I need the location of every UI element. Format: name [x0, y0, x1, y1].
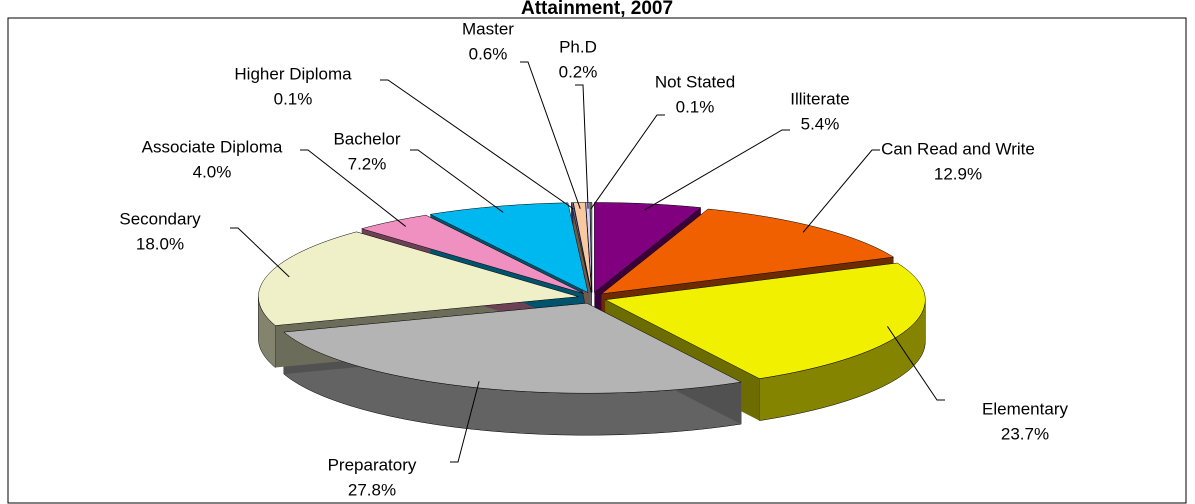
slice-value-label: 0.1%: [274, 89, 313, 108]
leader-line: [590, 114, 665, 209]
slice-label: Can Read and Write: [881, 139, 1035, 158]
leader-line: [230, 227, 290, 278]
slice: [604, 262, 926, 379]
slice: [594, 202, 702, 293]
slice-value-label: 0.1%: [676, 97, 715, 116]
slice-value-label: 0.6%: [469, 44, 508, 63]
slice: [429, 202, 589, 294]
slice-value-label: 7.2%: [348, 154, 387, 173]
slice-value-label: 18.0%: [136, 234, 184, 253]
slice: [360, 214, 584, 294]
slice-label: Elementary: [982, 399, 1068, 418]
slice-value-label: 0.2%: [559, 62, 598, 81]
leader-line: [450, 381, 480, 463]
slice-value-label: 4.0%: [193, 162, 232, 181]
slice-label: Illiterate: [790, 89, 850, 108]
leader-line: [380, 79, 574, 210]
slice-label: Higher Diploma: [234, 64, 352, 83]
slice-label: Secondary: [119, 209, 201, 228]
slice-label: Not Stated: [655, 72, 735, 91]
slice: [570, 202, 592, 293]
slice-value-label: 27.8%: [348, 480, 396, 499]
pie-tops: [258, 202, 926, 394]
slice-label: Bachelor: [333, 129, 400, 148]
slice: [283, 302, 742, 394]
slice-value-label: 12.9%: [934, 164, 982, 183]
leader-line: [410, 149, 504, 213]
leader-line: [300, 149, 407, 227]
leader-line: [802, 149, 880, 233]
slice-value-label: 23.7%: [1001, 424, 1049, 443]
data-labels: Illiterate 5.4% Can Read and Write 12.9% Ele…: [119, 19, 1068, 499]
leader-line: [520, 61, 581, 209]
slice: [589, 202, 593, 293]
slice-label: Master: [462, 19, 514, 38]
leader-line: [575, 84, 589, 209]
leader-line: [887, 326, 945, 401]
slice-value-label: 5.4%: [801, 114, 840, 133]
slice: [258, 231, 579, 326]
chart-title: Attainment, 2007: [521, 0, 673, 19]
slice: [573, 202, 592, 293]
leader-line: [644, 129, 790, 211]
slice-label: Ph.D: [559, 37, 597, 56]
slice: [600, 208, 895, 295]
slice-label: Associate Diploma: [142, 137, 283, 156]
slice-label: Preparatory: [328, 455, 417, 474]
